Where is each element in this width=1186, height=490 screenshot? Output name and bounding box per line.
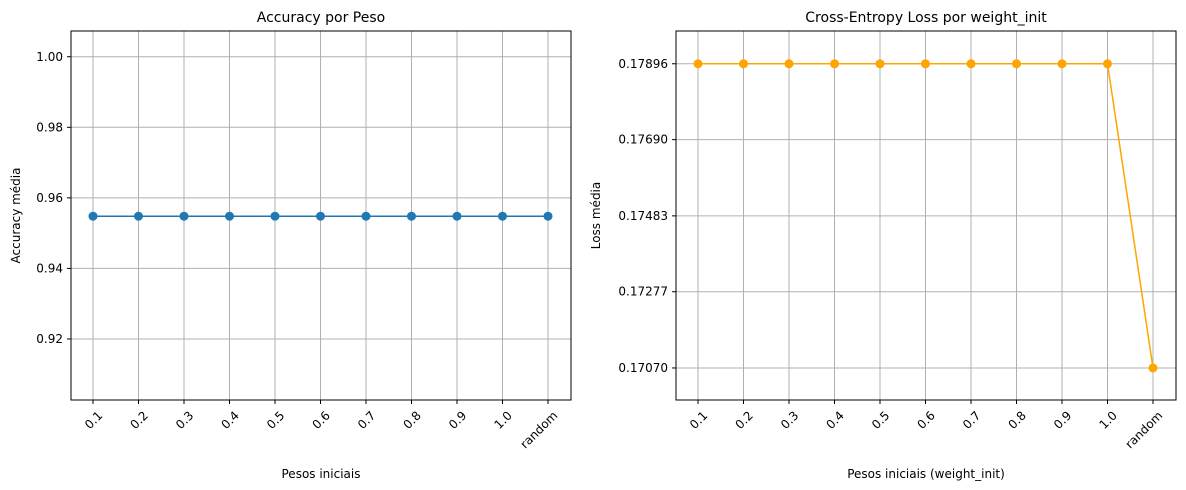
data-point [1148, 363, 1158, 373]
x-tick-label: 0.8 [1005, 408, 1028, 431]
loss-chart: 0.1 0.2 0.3 0.4 0.5 0.6 0.7 0.8 0.9 1.0 random 0.17… [589, 10, 1177, 481]
data-point [270, 211, 280, 221]
x-tick-label: 1.0 [491, 408, 514, 431]
x-tick-label: 0.7 [960, 408, 983, 431]
x-tick-label: 0.9 [1051, 408, 1074, 431]
accuracy-chart: 0.1 0.2 0.3 0.4 0.5 0.6 0.7 0.8 0.9 1.0 random 0.92… [9, 10, 572, 481]
data-point [784, 59, 794, 69]
y-tick-label: 0.17277 [618, 285, 668, 299]
x-tick-label: 0.3 [778, 408, 801, 431]
data-point [693, 59, 703, 69]
data-point [830, 59, 839, 69]
gridlines [676, 31, 1176, 400]
data-point [739, 59, 748, 69]
x-tick-label: 0.5 [869, 408, 892, 431]
x-tick-label: 0.9 [446, 408, 469, 431]
data-point [316, 211, 325, 221]
y-tick-label: 0.17070 [618, 361, 668, 375]
data-point [1057, 59, 1067, 69]
data-point [921, 59, 930, 69]
data-point [498, 211, 507, 221]
y-tick-label: 0.17896 [618, 57, 668, 71]
y-tick-label: 0.92 [36, 332, 63, 346]
data-point [1103, 59, 1112, 69]
x-tick-label: 0.2 [732, 408, 755, 431]
series-0 [693, 59, 1158, 373]
data-point [179, 211, 189, 221]
x-tick-label: 0.5 [264, 408, 287, 431]
x-tick-label: random [518, 408, 561, 451]
chart-title: Cross-Entropy Loss por weight_init [805, 10, 1047, 26]
y-axis-label: Accuracy média [9, 168, 23, 264]
x-tick-label: random [1123, 408, 1166, 451]
y-tick-label: 0.96 [36, 191, 63, 205]
x-tick-label: 0.6 [914, 408, 937, 431]
x-tick-label: 0.1 [687, 408, 710, 431]
series-0 [88, 211, 553, 221]
x-tick-label: 0.4 [823, 408, 846, 431]
x-tick-label: 0.2 [127, 408, 150, 431]
y-tick-label: 0.94 [36, 261, 63, 275]
chart-title: Accuracy por Peso [257, 10, 385, 26]
y-tick-label: 0.98 [36, 120, 63, 134]
data-point [361, 211, 371, 221]
x-tick-label: 0.7 [355, 408, 378, 431]
x-tick-label: 0.8 [400, 408, 423, 431]
y-axis-label: Loss média [589, 182, 603, 250]
x-tick-label: 0.4 [218, 408, 241, 431]
data-point [134, 211, 143, 221]
data-point [875, 59, 885, 69]
data-point [543, 211, 553, 221]
x-tick-label: 0.6 [309, 408, 332, 431]
data-point [1012, 59, 1021, 69]
x-tick-label: 0.1 [82, 408, 105, 431]
y-tick-label: 0.17483 [618, 209, 668, 223]
x-tick-label: 1.0 [1096, 408, 1119, 431]
x-axis-label: Pesos iniciais [282, 467, 361, 481]
data-point [452, 211, 462, 221]
y-tick-label: 1.00 [36, 50, 63, 64]
x-axis-label: Pesos iniciais (weight_init) [847, 467, 1005, 481]
data-point [225, 211, 234, 221]
x-tick-label: 0.3 [173, 408, 196, 431]
data-point [966, 59, 976, 69]
data-point [407, 211, 416, 221]
y-tick-label: 0.17690 [618, 133, 668, 147]
data-point [88, 211, 98, 221]
